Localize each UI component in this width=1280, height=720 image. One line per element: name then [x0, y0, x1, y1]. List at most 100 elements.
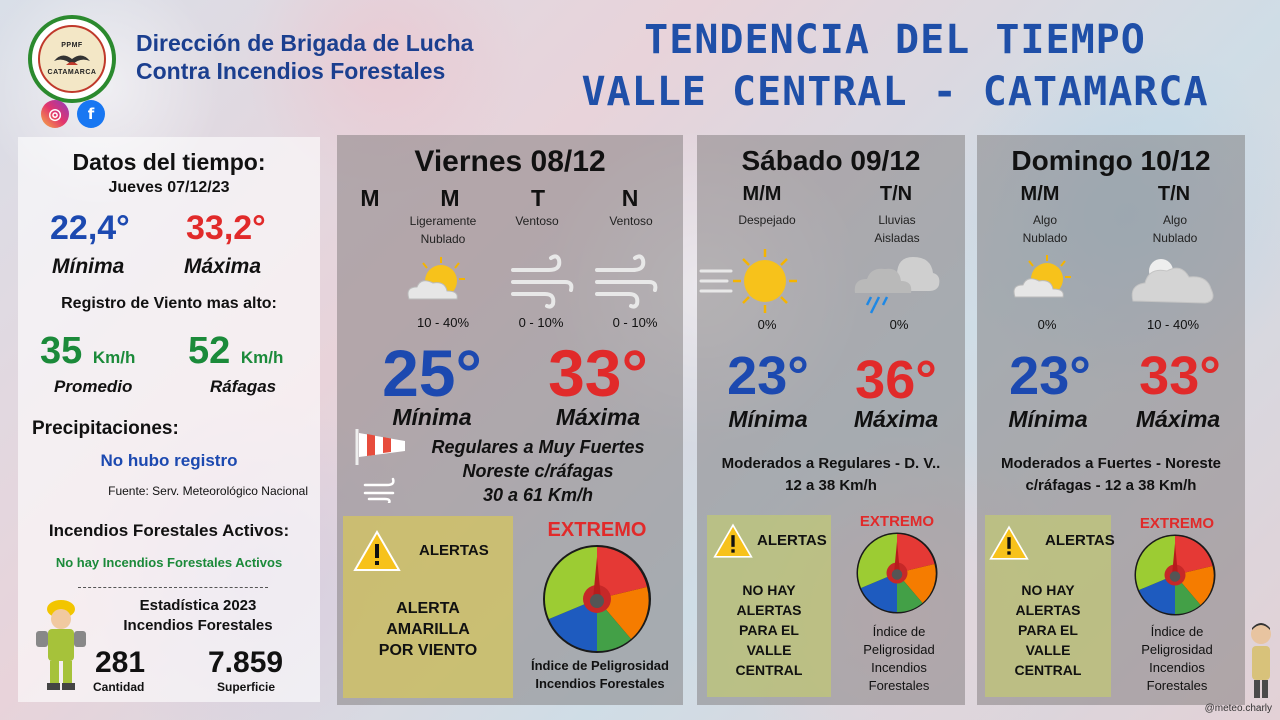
index-line: Peligrosidad — [863, 642, 935, 657]
alert-line: PARA EL — [1018, 622, 1078, 638]
index-line: Índice de — [1150, 624, 1204, 639]
warning-icon — [713, 523, 753, 558]
condition-line: Lluvias — [878, 213, 916, 227]
fire-danger-gauge-icon — [543, 545, 651, 653]
wind-line: Regulares a Muy Fuertes — [431, 437, 645, 457]
wind-line: Moderados a Fuertes - Noreste — [1000, 455, 1222, 472]
precip-chance: 0% — [1037, 317, 1057, 332]
stats-count-label: Cantidad — [93, 680, 145, 694]
danger-level: EXTREMO — [1139, 515, 1215, 532]
rain-cloud-icon — [854, 257, 940, 314]
day-panel-saturday: Sábado 09/12 M/M T/N Despejado Lluvias A… — [697, 135, 965, 705]
min-label: Mínima — [1008, 406, 1088, 432]
credit-text: @meteo.charly — [1204, 703, 1272, 714]
index-line: Forestales — [1146, 678, 1208, 693]
slot-condition: Lluvias Aisladas — [847, 211, 947, 247]
precip-heading: Precipitaciones: — [32, 418, 179, 439]
index-line: Índice de — [872, 624, 926, 639]
wind-average-unit: Km/h — [92, 348, 136, 367]
max-temp-value: 33,2° — [186, 209, 266, 247]
precip-chance: 0 - 10% — [612, 315, 658, 330]
wind-average-label: Promedio — [54, 377, 133, 396]
brigade-logo: PPMF CATAMARCA — [28, 15, 116, 103]
alert-line: AMARILLA — [386, 621, 470, 638]
fire-danger-gauge-icon — [856, 532, 938, 614]
index-line: Forestales — [868, 678, 930, 693]
day-panel-friday: Viernes 08/12 M M T N Ligeramente Nublad… — [337, 135, 683, 705]
alert-box: ALERTAS NO HAY ALERTAS PARA EL VALLE CEN… — [707, 515, 831, 697]
slot-condition: Algo Nublado — [1125, 211, 1225, 247]
alert-title: ALERTAS — [1045, 532, 1115, 549]
max-temp-label: Máxima — [184, 255, 262, 278]
alert-line: POR VIENTO — [378, 642, 478, 659]
index-line: Peligrosidad — [1141, 642, 1213, 657]
alert-line: CENTRAL — [1014, 662, 1082, 678]
source-note: Fuente: Serv. Meteorológico Nacional — [108, 484, 308, 498]
slot-label: T/N — [879, 183, 913, 205]
wind-line: Noreste c/ráfagas — [462, 461, 614, 481]
slot-label: M — [360, 185, 380, 211]
danger-index-label: Índice de Peligrosidad Incendios Foresta… — [1115, 623, 1239, 695]
slot-label: M/M — [1020, 183, 1060, 205]
min-temp: 23° — [727, 346, 809, 406]
wind-forecast: Moderados a Fuertes - Noreste c/ráfagas … — [977, 453, 1245, 497]
alert-text: NO HAY ALERTAS PARA EL VALLE CENTRAL — [707, 580, 831, 680]
max-temp: 33° — [1139, 346, 1221, 406]
wind-gust: 52 Km/h — [188, 330, 283, 373]
max-temp: 33° — [548, 336, 648, 410]
wind-gust-unit: Km/h — [240, 348, 284, 367]
index-line: Índice de Peligrosidad — [531, 658, 669, 673]
title-line-1: TENDENCIA DEL TIEMPO — [644, 17, 1146, 63]
min-label: Mínima — [728, 406, 808, 432]
facebook-icon[interactable]: f — [77, 100, 105, 128]
min-label: Mínima — [392, 404, 472, 430]
wind-gust-label: Ráfagas — [210, 377, 277, 396]
alert-line: PARA EL — [739, 622, 799, 638]
divider — [78, 587, 268, 588]
condition-line: Algo — [1162, 213, 1188, 227]
condition-line: Nublado — [1152, 231, 1198, 245]
wind-small-icon — [363, 477, 395, 503]
org-line-1: Dirección de Brigada de Lucha — [136, 30, 474, 56]
wind-heading: Registro de Viento mas alto: — [61, 295, 277, 312]
wind-line: 12 a 38 Km/h — [785, 477, 877, 494]
warning-icon — [989, 525, 1029, 560]
danger-level: EXTREMO — [859, 513, 935, 530]
precip-chance: 0 - 10% — [518, 315, 564, 330]
page-title: TENDENCIA DEL TIEMPO VALLE CENTRAL - CAT… — [540, 14, 1250, 118]
danger-index-label: Índice de Peligrosidad Incendios Foresta… — [837, 623, 961, 695]
precip-chance: 10 - 40% — [416, 315, 470, 330]
stats-area: 7.859 — [208, 646, 284, 679]
day-panel-sunday: Domingo 10/12 M/M T/N Algo Nublado Algo … — [977, 135, 1245, 705]
stats-area-label: Superficie — [217, 680, 276, 694]
fires-value: No hay Incendios Forestales Activos — [55, 555, 283, 570]
index-line: Incendios — [871, 660, 927, 675]
day-title: Sábado 09/12 — [741, 145, 921, 176]
instagram-icon[interactable]: ◎ — [41, 100, 69, 128]
alert-line: VALLE — [746, 642, 792, 658]
day-title: Domingo 10/12 — [1011, 145, 1211, 176]
min-temp: 23° — [1009, 346, 1091, 406]
logo-text-bottom: CATAMARCA — [47, 69, 97, 76]
alert-box: ALERTAS ALERTA AMARILLA POR VIENTO — [343, 516, 513, 698]
stats-title-1: Estadística 2023 — [139, 597, 257, 614]
title-line-2: VALLE CENTRAL - CATAMARCA — [581, 69, 1209, 115]
slot-condition: Ligeramente Nublado — [393, 212, 493, 248]
wind-forecast: Regulares a Muy Fuertes Noreste c/ráfaga… — [393, 435, 683, 507]
windsock-icon — [355, 429, 405, 465]
condition-line: Algo — [1032, 213, 1058, 227]
condition-line: Nublado — [420, 232, 466, 246]
alert-line: VALLE — [1025, 642, 1071, 658]
day-title: Viernes 08/12 — [414, 145, 606, 178]
index-line: Incendios Forestales — [535, 676, 665, 691]
firefighter-icon — [32, 595, 90, 695]
cloudy-icon — [1131, 259, 1214, 304]
org-line-2: Contra Incendios Forestales — [136, 58, 446, 84]
wind-icon — [595, 254, 658, 309]
sunny-wind-icon — [699, 249, 797, 313]
fire-danger-gauge-icon — [1134, 534, 1216, 616]
alert-line: ALERTAS — [1015, 602, 1081, 618]
eagle-icon — [54, 55, 90, 65]
index-line: Incendios — [1149, 660, 1205, 675]
max-label: Máxima — [555, 404, 641, 430]
